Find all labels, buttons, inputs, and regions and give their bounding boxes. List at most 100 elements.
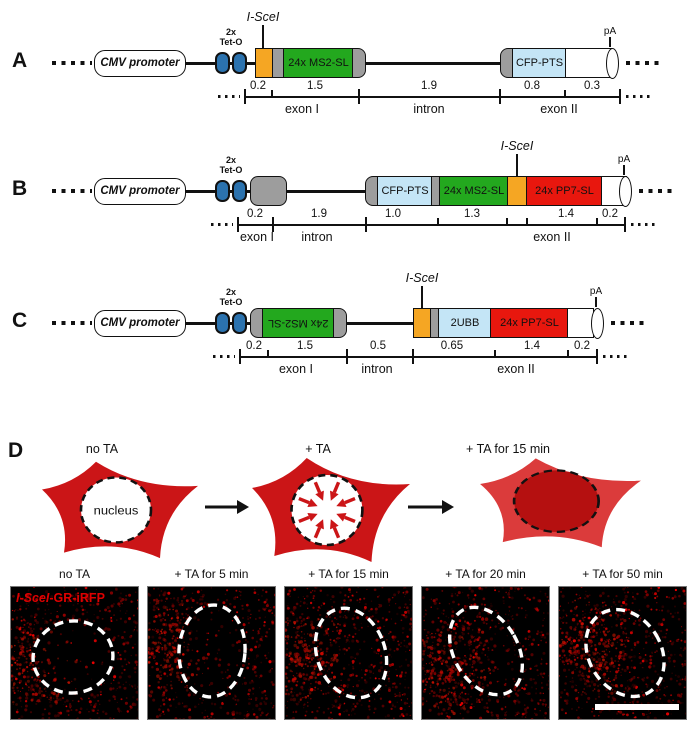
noise-dot	[93, 705, 96, 709]
noise-dot	[356, 684, 358, 686]
noise-dot	[480, 603, 484, 606]
noise-dot	[454, 700, 458, 704]
noise-dot	[351, 707, 355, 711]
noise-dot	[310, 697, 312, 700]
noise-dot	[431, 632, 433, 635]
noise-dot	[313, 599, 315, 602]
noise-dot	[601, 619, 605, 622]
noise-dot	[183, 646, 185, 648]
noise-dot	[187, 693, 191, 697]
noise-dot	[117, 651, 120, 654]
noise-dot	[574, 688, 578, 692]
noise-dot	[438, 638, 442, 643]
noise-dot	[186, 687, 188, 689]
noise-dot	[120, 698, 123, 701]
noise-dot	[400, 619, 403, 622]
noise-dot	[640, 702, 643, 705]
noise-dot	[374, 618, 378, 622]
noise-dot	[437, 685, 439, 687]
noise-dot	[338, 712, 342, 716]
noise-dot	[34, 619, 37, 622]
noise-dot	[565, 675, 568, 678]
noise-dot	[659, 689, 661, 691]
cylinder-end-a	[606, 47, 619, 79]
noise-dot	[638, 619, 641, 621]
noise-dot	[352, 686, 354, 688]
noise-dot	[340, 679, 342, 681]
noise-dot	[448, 644, 452, 648]
noise-dot	[167, 666, 169, 669]
noise-dot	[171, 622, 175, 627]
noise-dot	[161, 646, 163, 649]
noise-dot	[260, 635, 264, 639]
noise-dot	[148, 657, 150, 659]
noise-dot	[494, 633, 497, 635]
noise-dot	[454, 685, 458, 689]
noise-dot	[369, 677, 372, 679]
noise-dot	[176, 627, 180, 631]
noise-dot	[567, 633, 569, 636]
noise-dot	[672, 659, 676, 663]
noise-dot	[306, 701, 309, 704]
noise-dot	[257, 632, 260, 635]
noise-dot	[472, 629, 474, 631]
noise-dot	[623, 601, 626, 603]
noise-dot	[186, 666, 189, 669]
noise-dot	[310, 647, 314, 651]
noise-dot	[435, 598, 438, 601]
noise-dot	[591, 707, 594, 710]
noise-dot	[329, 663, 333, 667]
noise-dot	[604, 639, 606, 642]
noise-dot	[470, 623, 472, 625]
noise-dot	[49, 687, 52, 690]
noise-dot	[314, 665, 318, 668]
noise-dot	[302, 601, 306, 605]
noise-dot	[236, 698, 240, 702]
micrograph-image	[11, 587, 138, 719]
segment-label-ms2: 24x MS2-SL	[443, 185, 505, 197]
noise-dot	[164, 606, 168, 610]
tet-o-operator-c-2	[232, 312, 247, 334]
noise-dot	[561, 649, 565, 653]
tet-o-operator-a-2	[232, 52, 247, 74]
noise-dot	[33, 616, 36, 619]
noise-dot	[422, 642, 426, 645]
noise-dot	[529, 667, 532, 670]
segment-isce-site-b	[507, 176, 528, 206]
cmv-promoter-box-b: CMV promoter	[94, 177, 186, 205]
noise-dot	[656, 696, 658, 699]
noise-dot	[312, 657, 315, 659]
noise-dot	[135, 664, 138, 666]
noise-dot	[370, 692, 372, 694]
noise-dot	[536, 609, 540, 612]
noise-dot	[389, 648, 392, 651]
noise-dot	[302, 676, 306, 680]
noise-dot	[538, 673, 541, 675]
noise-dot	[300, 625, 303, 628]
noise-dot	[250, 698, 252, 700]
noise-dot	[312, 665, 315, 668]
noise-dot	[255, 704, 259, 708]
noise-dot	[442, 688, 446, 692]
noise-dot	[136, 629, 138, 632]
noise-dot	[57, 711, 60, 714]
noise-dot	[571, 680, 575, 684]
noise-dot	[463, 643, 466, 646]
noise-dot	[119, 599, 123, 603]
right-arrow-icon	[205, 500, 249, 514]
noise-dot	[514, 680, 516, 683]
noise-dot	[605, 644, 609, 648]
noise-dot	[288, 663, 291, 666]
noise-dot	[598, 710, 603, 714]
noise-dot	[227, 686, 230, 689]
noise-dot	[620, 638, 624, 642]
noise-dot	[430, 676, 434, 680]
noise-dot	[404, 671, 407, 674]
noise-dot	[379, 688, 381, 691]
noise-dot	[611, 606, 613, 608]
noise-dot	[206, 652, 210, 656]
noise-dot	[502, 596, 505, 599]
noise-dot	[99, 690, 102, 694]
noise-dot	[310, 657, 312, 659]
noise-dot	[347, 686, 349, 688]
